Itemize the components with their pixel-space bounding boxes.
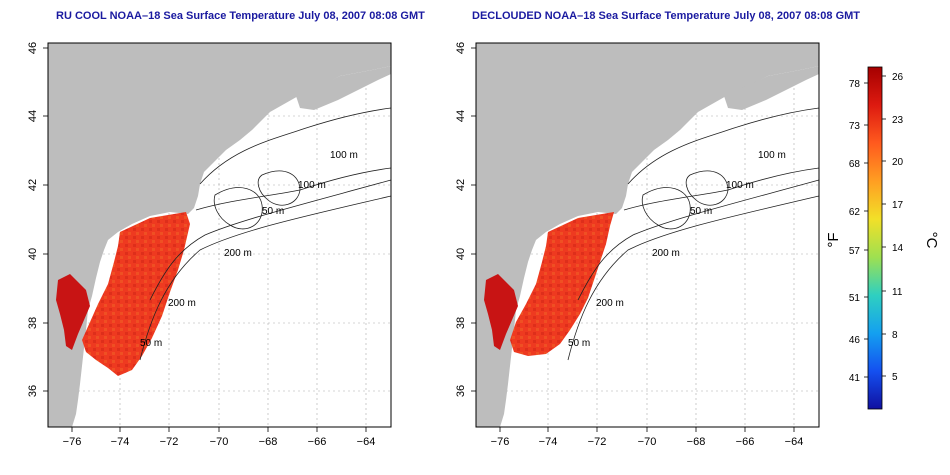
left-panel-title: RU COOL NOAA–18 Sea Surface Temperature … (56, 10, 425, 22)
colorbar-f-tick-label: 41 (849, 373, 861, 384)
contour-label: 200 m (596, 298, 624, 309)
y-tick-label: 46 (455, 42, 467, 54)
colorbar-c-tick-label: 26 (892, 72, 904, 83)
x-tick-label: −64 (785, 436, 804, 448)
y-tick-label: 44 (455, 110, 467, 122)
contour-label: 50 m (568, 338, 590, 349)
contour-label: 100 m (298, 180, 326, 191)
left-nova-scotia (296, 66, 391, 110)
y-tick-label: 38 (27, 317, 39, 329)
colorbar: 78 73 68 62 57 51 46 41 26 23 20 17 14 11 8 5 °F °C (825, 66, 940, 410)
contour-label: 50 m (140, 338, 162, 349)
x-tick-label: −76 (491, 436, 510, 448)
right-x-axis: −76 −74 −72 −70 −68 −66 −64 (491, 427, 804, 448)
right-sst-swath (510, 212, 614, 356)
colorbar-gradient (867, 66, 883, 410)
right-frame (475, 42, 820, 428)
contour-label: 200 m (224, 248, 252, 259)
right-chesapeake (484, 274, 518, 350)
colorbar-f-tick-label: 57 (849, 246, 861, 257)
x-tick-label: −68 (687, 436, 706, 448)
y-tick-label: 40 (27, 248, 39, 260)
x-tick-label: −76 (63, 436, 82, 448)
x-tick-label: −70 (210, 436, 229, 448)
contour-label: 50 m (262, 206, 284, 217)
colorbar-f-tick-label: 51 (849, 293, 861, 304)
right-panel-title: DECLOUDED NOAA–18 Sea Surface Temperatur… (472, 10, 861, 22)
colorbar-c-tick-label: 23 (892, 115, 904, 126)
right-contour-labels: 100 m 100 m 50 m 200 m 50 m 200 m (568, 150, 786, 349)
colorbar-f-tick-label: 78 (849, 79, 861, 90)
colorbar-c-ticks: 26 23 20 17 14 11 8 5 (882, 72, 904, 383)
y-tick-label: 46 (27, 42, 39, 54)
left-x-axis: −76 −74 −72 −70 −68 −66 −64 (63, 427, 376, 448)
left-sst-swath (82, 212, 190, 376)
colorbar-c-tick-label: 5 (892, 372, 898, 383)
left-chesapeake (56, 274, 90, 350)
contour-label: 100 m (758, 150, 786, 161)
left-y-axis: 46 44 42 40 38 36 (27, 42, 48, 397)
colorbar-f-tick-label: 73 (849, 121, 861, 132)
contour-label: 50 m (690, 206, 712, 217)
colorbar-c-label: °C (923, 232, 940, 249)
colorbar-f-label: °F (825, 232, 842, 247)
x-tick-label: −72 (588, 436, 607, 448)
colorbar-f-ticks: 78 73 68 62 57 51 46 41 (849, 79, 868, 384)
x-tick-label: −66 (308, 436, 327, 448)
colorbar-f-tick-label: 62 (849, 207, 861, 218)
x-tick-label: −74 (111, 436, 130, 448)
y-tick-label: 38 (455, 317, 467, 329)
colorbar-c-tick-label: 8 (892, 330, 898, 341)
contour-label: 200 m (168, 298, 196, 309)
right-land (476, 43, 819, 427)
contour-label: 100 m (726, 180, 754, 191)
x-tick-label: −74 (539, 436, 558, 448)
contour-label: 100 m (330, 150, 358, 161)
contour-label: 200 m (652, 248, 680, 259)
colorbar-c-tick-label: 11 (892, 287, 903, 298)
right-y-axis: 46 44 42 40 38 36 (455, 42, 476, 397)
x-tick-label: −64 (357, 436, 376, 448)
colorbar-c-tick-label: 20 (892, 157, 904, 168)
x-tick-label: −72 (160, 436, 179, 448)
colorbar-f-tick-label: 68 (849, 159, 861, 170)
colorbar-f-tick-label: 46 (849, 335, 861, 346)
colorbar-c-tick-label: 14 (892, 243, 904, 254)
y-tick-label: 40 (455, 248, 467, 260)
left-contour-labels: 100 m 100 m 50 m 200 m 50 m 200 m (140, 150, 358, 349)
y-tick-label: 44 (27, 110, 39, 122)
y-tick-label: 36 (27, 385, 39, 397)
y-tick-label: 36 (455, 385, 467, 397)
y-tick-label: 42 (455, 179, 467, 191)
colorbar-c-tick-label: 17 (892, 200, 904, 211)
right-nova-scotia (724, 66, 819, 110)
right-contours (567, 107, 820, 361)
x-tick-label: −66 (736, 436, 755, 448)
x-tick-label: −68 (259, 436, 278, 448)
left-land (48, 43, 391, 427)
x-tick-label: −70 (638, 436, 657, 448)
left-frame (47, 42, 392, 428)
left-contours (139, 107, 392, 361)
y-tick-label: 42 (27, 179, 39, 191)
